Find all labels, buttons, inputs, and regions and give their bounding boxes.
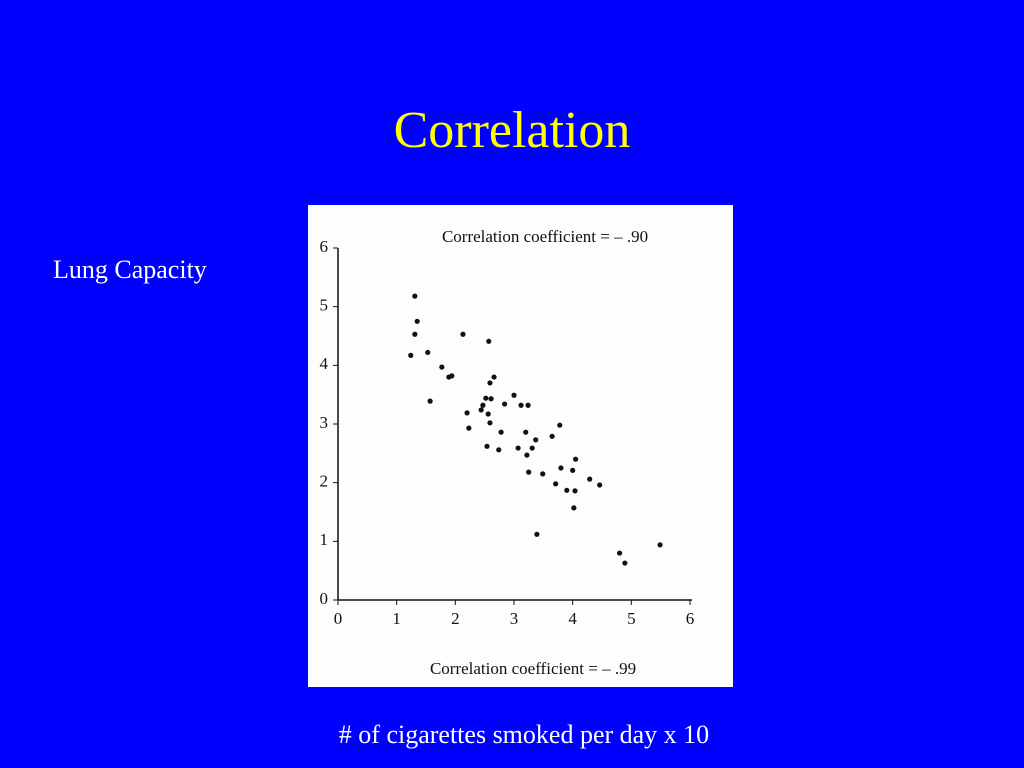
y-tick-label: 3 (320, 413, 329, 432)
point (478, 407, 484, 413)
point (498, 429, 504, 435)
point (597, 482, 603, 488)
point (460, 331, 466, 337)
point (558, 465, 564, 471)
point (553, 481, 559, 487)
x-tick-label: 1 (392, 609, 401, 628)
point (483, 395, 489, 401)
point (449, 373, 455, 379)
point (496, 447, 502, 453)
y-tick-label: 4 (320, 354, 329, 373)
point (480, 402, 486, 408)
annotation: Correlation coefficient = – .99 (430, 659, 636, 678)
x-tick-label: 0 (334, 609, 343, 628)
point (488, 396, 494, 402)
point (464, 410, 470, 416)
chart-image (308, 205, 733, 687)
point (549, 433, 555, 439)
x-tick-label: 6 (686, 609, 695, 628)
point (529, 445, 535, 451)
point (485, 411, 491, 417)
point (571, 505, 577, 511)
point (540, 471, 546, 477)
point (525, 402, 531, 408)
slide-title: Correlation (394, 102, 631, 159)
point (425, 349, 431, 356)
point (564, 487, 570, 493)
y-tick-label: 0 (320, 589, 329, 608)
x-tick-label: 3 (510, 609, 519, 628)
y-axis-label: Lung Capacity (53, 255, 207, 284)
point (573, 456, 579, 462)
point (587, 476, 593, 482)
point (617, 550, 623, 556)
point (557, 422, 563, 428)
point (491, 374, 497, 380)
y-tick-label: 6 (320, 237, 329, 256)
point (523, 429, 529, 435)
point (526, 469, 532, 475)
point (572, 488, 578, 494)
point (518, 402, 524, 408)
point (622, 560, 628, 566)
point (414, 318, 420, 324)
point (502, 401, 508, 407)
y-tick-label: 2 (320, 472, 329, 491)
annotation: Correlation coefficient = – .90 (442, 227, 648, 246)
point (524, 452, 530, 458)
point (533, 437, 539, 443)
x-tick-label: 5 (627, 609, 636, 628)
point (570, 467, 576, 473)
point (408, 352, 414, 358)
point (486, 338, 492, 344)
point (412, 331, 418, 337)
point (484, 443, 490, 449)
point (412, 293, 418, 299)
point (657, 542, 663, 548)
point (511, 392, 517, 398)
x-tick-label: 4 (568, 609, 577, 628)
point (487, 420, 493, 426)
y-tick-label: 1 (320, 530, 329, 549)
point (534, 531, 540, 537)
x-axis-label: # of cigarettes smoked per day x 10 (339, 720, 709, 749)
x-tick-label: 2 (451, 609, 460, 628)
point (427, 398, 433, 404)
y-tick-label: 5 (320, 296, 329, 315)
point (439, 364, 445, 370)
point (466, 425, 472, 431)
point (515, 445, 521, 451)
point (487, 380, 493, 386)
